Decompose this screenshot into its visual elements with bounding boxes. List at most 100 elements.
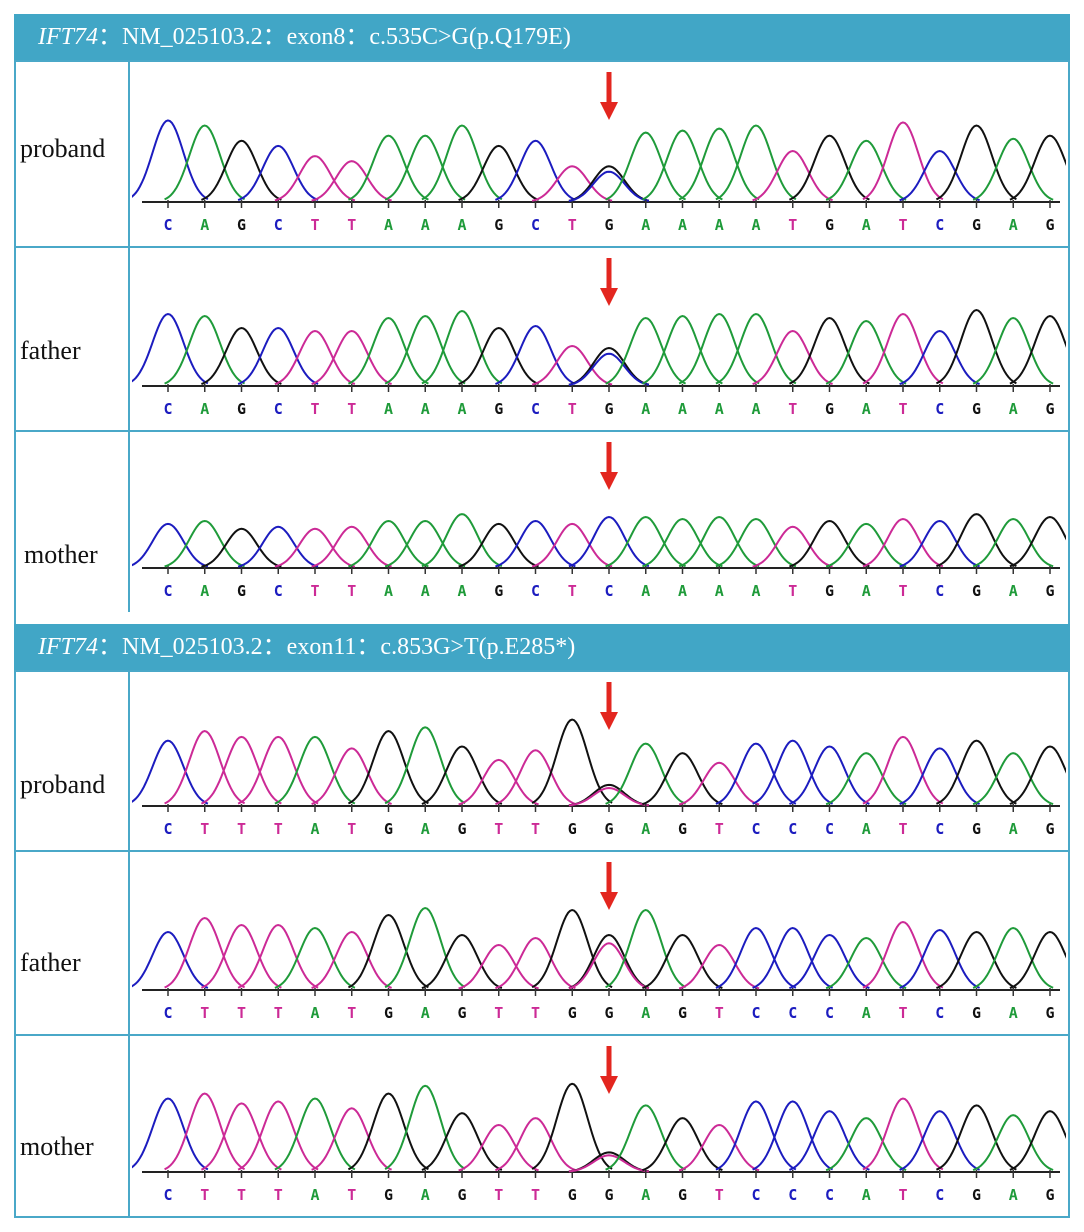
label-cell: mother <box>14 432 130 612</box>
base-call: A <box>421 1004 430 1022</box>
base-call: G <box>457 1186 466 1204</box>
base-call: A <box>310 820 319 838</box>
base-call: A <box>678 582 687 600</box>
arrow-head <box>600 892 618 910</box>
base-call: C <box>163 1186 172 1204</box>
base-call: T <box>898 820 907 838</box>
peak <box>458 1123 539 1172</box>
peak <box>935 1104 1017 1171</box>
arrow-head <box>600 472 618 490</box>
base-call: T <box>237 1004 246 1022</box>
peak <box>605 1104 687 1171</box>
peak <box>972 926 1054 989</box>
peak <box>421 1112 503 1171</box>
base-call: T <box>200 1004 209 1022</box>
peak <box>789 1110 870 1171</box>
peak <box>642 1117 723 1172</box>
peak <box>825 752 907 806</box>
peak <box>825 1117 907 1172</box>
base-call: T <box>200 1186 209 1204</box>
mother-row: mother C T T T A T G A G T T G G A G T C C C A T C G A G <box>14 1034 1070 1216</box>
peak <box>936 513 1017 568</box>
base-call: G <box>972 1186 981 1204</box>
base-call: G <box>1045 820 1054 838</box>
mother-row: mother C A G C T T A A A G C T C A A A A T G A T C G A G <box>14 430 1070 612</box>
peak <box>715 926 797 989</box>
peak <box>972 137 1054 201</box>
base-call: T <box>494 820 503 838</box>
peak <box>568 515 650 568</box>
base-call: C <box>274 582 283 600</box>
base-call: T <box>715 1004 724 1022</box>
base-call: T <box>898 1004 907 1022</box>
base-call: A <box>384 400 393 418</box>
base-call: A <box>384 582 393 600</box>
base-call: T <box>347 216 356 234</box>
base-call: A <box>457 216 466 234</box>
arrow-head <box>600 1076 618 1094</box>
base-call: T <box>310 400 319 418</box>
peak <box>531 908 613 989</box>
base-call: A <box>862 1186 871 1204</box>
base-call: T <box>788 582 797 600</box>
peak <box>348 134 429 201</box>
peak <box>132 312 209 385</box>
base-call: G <box>972 216 981 234</box>
peak <box>458 943 539 990</box>
base-call: T <box>531 820 540 838</box>
peak <box>384 519 466 568</box>
base-call: G <box>237 582 246 600</box>
base-call: G <box>1045 400 1054 418</box>
base-call: A <box>678 216 687 234</box>
base-call: A <box>641 1004 650 1022</box>
base-call: C <box>935 1186 944 1204</box>
peak <box>201 139 282 201</box>
base-call: A <box>1009 582 1018 600</box>
peak <box>825 319 907 385</box>
peak <box>972 1114 1054 1172</box>
peak <box>164 916 246 989</box>
peak <box>348 519 429 568</box>
peak <box>789 519 870 568</box>
peak <box>384 314 466 385</box>
base-call: T <box>274 820 283 838</box>
base-call: C <box>788 820 797 838</box>
peak <box>1009 745 1066 805</box>
peak <box>531 165 613 202</box>
variant-arrow <box>600 72 618 120</box>
peak <box>311 329 392 386</box>
peak <box>311 1107 392 1171</box>
base-call: G <box>384 1004 393 1022</box>
base-call: G <box>678 820 687 838</box>
peak <box>899 149 980 202</box>
peak <box>132 930 209 989</box>
base-call: G <box>972 1004 981 1022</box>
base-call: T <box>310 582 319 600</box>
peak <box>1009 515 1066 568</box>
proband-row: proband C A G C T T A A A G C T G A A A A T G A T C G A G <box>14 60 1070 246</box>
variant-arrow <box>600 258 618 306</box>
peak <box>862 121 944 201</box>
peak <box>347 730 429 805</box>
base-call: T <box>788 400 797 418</box>
peak <box>237 1100 319 1171</box>
peak <box>641 314 723 385</box>
peak <box>531 718 613 804</box>
base-call: T <box>200 820 209 838</box>
peak <box>752 739 834 805</box>
peak <box>715 312 797 385</box>
base-call: G <box>1045 1004 1054 1022</box>
base-call: T <box>898 582 907 600</box>
base-call: T <box>494 1186 503 1204</box>
base-call: C <box>751 1004 760 1022</box>
base-call: G <box>825 216 834 234</box>
base-call: C <box>935 582 944 600</box>
peak <box>132 1097 209 1171</box>
peak <box>862 517 944 568</box>
peak <box>201 326 282 385</box>
base-call: T <box>788 216 797 234</box>
base-call: A <box>1009 820 1018 838</box>
base-call: G <box>825 400 834 418</box>
base-call: T <box>237 1186 246 1204</box>
sample-label: father <box>20 336 81 365</box>
